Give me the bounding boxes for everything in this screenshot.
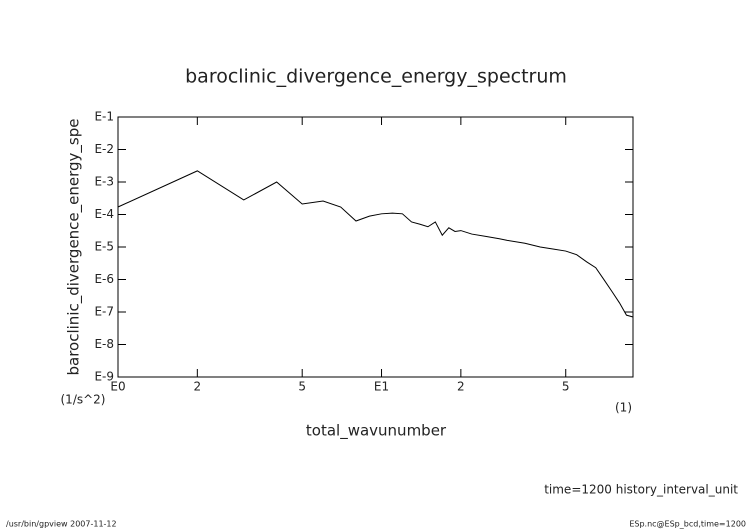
x-tick-label: E1 — [374, 380, 389, 394]
y-axis-label: baroclinic_divergence_energy_spe — [65, 119, 84, 376]
y-tick-label: E-4 — [94, 207, 114, 221]
x-tick-label: 5 — [298, 380, 306, 394]
x-tick-label: 5 — [562, 380, 570, 394]
chart-title: baroclinic_divergence_energy_spectrum — [185, 66, 567, 88]
y-tick-label: E-7 — [94, 305, 114, 319]
y-tick-label: E-2 — [94, 142, 114, 156]
annotation: time=1200 history_interval_unit — [544, 483, 738, 497]
y-tick-label: E-8 — [94, 337, 114, 351]
x-tick-label: 2 — [194, 380, 202, 394]
x-tick-label: 2 — [457, 380, 465, 394]
footer-right: ESp.nc@ESp_bcd,time=1200 — [629, 520, 746, 529]
y-unit: (1/s^2) — [61, 393, 106, 407]
y-tick-label: E-6 — [94, 272, 114, 286]
footer-left: /usr/bin/gpview 2007-11-12 — [6, 520, 117, 529]
y-tick-label: E-1 — [94, 110, 114, 124]
x-tick-label: E0 — [110, 380, 125, 394]
y-tick-label: E-5 — [94, 240, 114, 254]
y-tick-label: E-9 — [94, 370, 114, 384]
x-axis-label: total_wavunumber — [306, 422, 447, 441]
x-unit: (1) — [615, 401, 632, 415]
data-line — [117, 170, 634, 318]
y-tick-label: E-3 — [94, 175, 114, 189]
